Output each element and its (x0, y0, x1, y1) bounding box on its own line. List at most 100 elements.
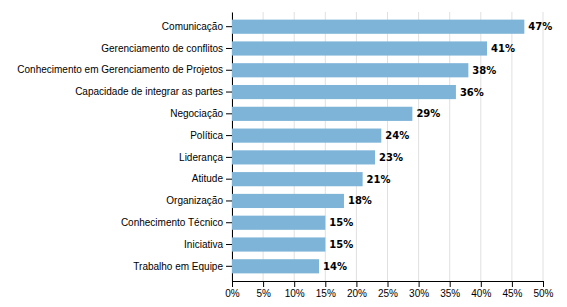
data-label: 36% (460, 87, 484, 98)
plot: 0% 5% 10% 15% 20% 25% 30% 35% 40% 45% 50% Trabalho … (17, 12, 553, 299)
x-tick-mark (450, 281, 451, 287)
data-label: 24% (385, 130, 409, 141)
x-tick-label: 15% (316, 288, 336, 299)
x-tick: 40% (471, 281, 491, 299)
data-label: 29% (416, 108, 440, 119)
data-label: 21% (367, 174, 391, 185)
y-tick-label: Política (190, 130, 223, 141)
y-tick: Gerenciamento de conflitos (101, 43, 232, 54)
data-label: 38% (472, 65, 496, 76)
bars (232, 20, 524, 274)
bar (232, 216, 325, 230)
y-tick-mark (226, 48, 232, 49)
x-tick: 15% (316, 281, 336, 299)
bar (232, 172, 363, 186)
x-tick: 20% (347, 281, 367, 299)
x-tick-label: 25% (378, 288, 398, 299)
x-tick: 10% (285, 281, 305, 299)
x-tick-label: 35% (440, 288, 460, 299)
grid-line (543, 12, 544, 281)
data-label: 14% (323, 261, 347, 272)
y-tick-mark (226, 200, 232, 201)
data-label: 47% (528, 21, 552, 32)
y-tick-label: Iniciativa (184, 239, 223, 250)
x-tick-mark (543, 281, 544, 287)
y-tick-mark (226, 266, 232, 267)
bar (232, 107, 412, 121)
y-tick-label: Comunicação (162, 21, 224, 32)
data-label: 41% (491, 43, 515, 54)
x-tick-label: 40% (471, 288, 491, 299)
y-tick: Organização (166, 195, 232, 206)
y-tick-label: Capacidade de integrar as partes (75, 86, 223, 97)
y-tick-mark (226, 179, 232, 180)
x-tick-mark (232, 281, 233, 287)
y-tick-label: Conhecimento Técnico (121, 217, 224, 228)
y-tick-mark (226, 70, 232, 71)
y-tick-mark (226, 222, 232, 223)
y-tick-mark (226, 92, 232, 93)
x-tick-label: 50% (533, 288, 553, 299)
x-tick: 5% (256, 281, 271, 299)
x-tick: 35% (440, 281, 460, 299)
y-tick-label: Organização (166, 195, 223, 206)
x-tick: 45% (502, 281, 522, 299)
bar (232, 85, 456, 99)
bar (232, 63, 468, 77)
x-tick-mark (419, 281, 420, 287)
y-tick-label: Conhecimento em Gerenciamento de Projeto… (17, 64, 223, 75)
y-tick-mark (226, 113, 232, 114)
x-tick-label: 0% (225, 288, 240, 299)
x-tick-mark (263, 281, 264, 287)
y-tick-mark (226, 26, 232, 27)
x-tick: 50% (533, 281, 553, 299)
y-tick: Trabalho em Equipe (133, 260, 232, 271)
y-tick-mark (226, 244, 232, 245)
bar (232, 20, 524, 34)
x-tick-mark (388, 281, 389, 287)
y-tick-label: Trabalho em Equipe (133, 260, 223, 271)
y-tick-label: Negociação (170, 108, 223, 119)
x-tick-label: 5% (256, 288, 271, 299)
x-tick: 25% (378, 281, 398, 299)
x-axis: 0% 5% 10% 15% 20% 25% 30% 35% 40% 45% 50% (225, 281, 553, 299)
x-tick: 0% (225, 281, 240, 299)
y-tick-mark (226, 135, 232, 136)
y-tick-mark (226, 157, 232, 158)
y-tick: Capacidade de integrar as partes (75, 86, 232, 97)
data-label: 18% (348, 195, 372, 206)
x-tick-mark (356, 281, 357, 287)
bar (232, 129, 381, 143)
bar (232, 41, 487, 55)
y-tick: Política (190, 130, 232, 141)
data-label: 23% (379, 152, 403, 163)
x-tick-label: 20% (347, 288, 367, 299)
x-tick-label: 30% (409, 288, 429, 299)
bar (232, 150, 375, 164)
data-label: 15% (329, 239, 353, 250)
y-tick: Negociação (170, 108, 232, 119)
x-tick: 30% (409, 281, 429, 299)
y-tick: Atitude (192, 173, 232, 184)
y-tick: Comunicação (162, 21, 232, 32)
bar (232, 259, 319, 273)
data-labels: 14% 15% 15% 18% 21% 23% 24% 29% 36% 38% 41% 47% (323, 21, 552, 272)
y-tick: Iniciativa (184, 239, 232, 250)
y-tick: Conhecimento em Gerenciamento de Projeto… (17, 64, 232, 75)
y-tick-label: Liderança (179, 152, 223, 163)
y-tick: Conhecimento Técnico (121, 217, 232, 228)
x-tick-mark (325, 281, 326, 287)
data-label: 15% (329, 217, 353, 228)
y-tick: Liderança (179, 152, 232, 163)
x-tick-mark (512, 281, 513, 287)
x-tick-label: 10% (285, 288, 305, 299)
x-tick-mark (481, 281, 482, 287)
y-tick-label: Gerenciamento de conflitos (101, 43, 223, 54)
x-tick-label: 45% (502, 288, 522, 299)
grid (232, 12, 543, 281)
bar (232, 237, 325, 251)
x-axis-line (233, 282, 544, 288)
y-axis: Trabalho em Equipe Iniciativa Conhecimento… (17, 13, 232, 282)
chart: 0% 5% 10% 15% 20% 25% 30% 35% 40% 45% 50% Trabalho … (0, 0, 567, 307)
x-tick-mark (294, 281, 295, 287)
